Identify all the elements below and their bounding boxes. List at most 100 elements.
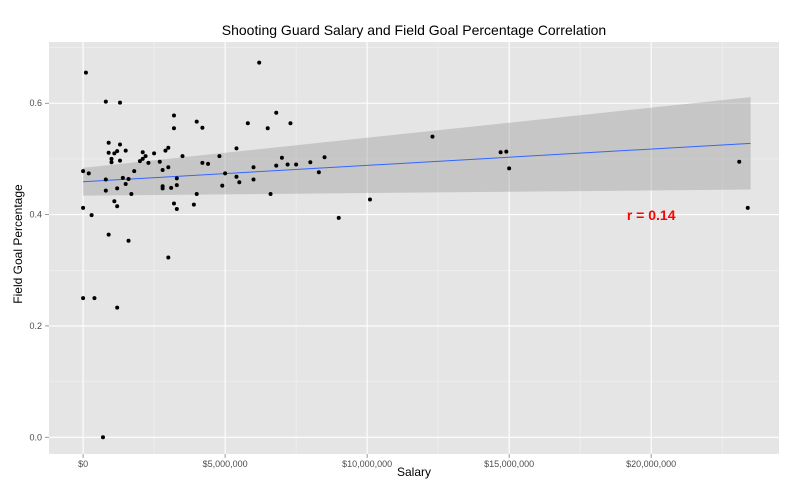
data-point bbox=[106, 150, 111, 155]
y-tick-label: 0.0 bbox=[29, 432, 42, 442]
data-point bbox=[123, 148, 128, 153]
data-point bbox=[265, 126, 270, 131]
data-point bbox=[206, 161, 211, 166]
x-tick-label: $20,000,000 bbox=[626, 459, 676, 469]
plot-panel bbox=[49, 42, 779, 454]
data-point bbox=[336, 215, 341, 220]
data-point bbox=[140, 156, 145, 161]
data-point bbox=[115, 149, 120, 154]
data-point bbox=[106, 232, 111, 237]
data-point bbox=[81, 296, 86, 301]
data-point bbox=[294, 162, 299, 167]
regression-line-layer bbox=[83, 142, 751, 183]
data-point bbox=[174, 183, 179, 188]
data-point bbox=[126, 238, 131, 243]
data-point bbox=[285, 162, 290, 167]
data-point bbox=[132, 169, 137, 174]
data-point bbox=[191, 202, 196, 207]
data-point bbox=[171, 113, 176, 118]
data-point bbox=[174, 207, 179, 212]
data-point bbox=[220, 183, 225, 188]
correlation-annotation: r = 0.14 bbox=[627, 207, 676, 223]
data-point bbox=[89, 213, 94, 218]
data-point bbox=[251, 165, 256, 170]
data-point bbox=[118, 142, 123, 147]
data-point bbox=[234, 174, 239, 179]
data-point bbox=[163, 148, 168, 153]
data-point bbox=[103, 99, 108, 104]
data-point bbox=[507, 166, 512, 171]
data-point bbox=[237, 180, 242, 185]
data-point bbox=[234, 146, 239, 151]
data-point bbox=[118, 100, 123, 105]
major-grid bbox=[49, 42, 779, 454]
data-point bbox=[288, 121, 293, 126]
data-point bbox=[166, 165, 171, 170]
x-tick-label: $10,000,000 bbox=[342, 459, 392, 469]
data-point bbox=[86, 171, 91, 176]
data-point bbox=[737, 159, 742, 164]
data-point bbox=[137, 159, 142, 164]
data-point bbox=[200, 125, 205, 130]
y-tick-label: 0.6 bbox=[29, 98, 42, 108]
data-point bbox=[274, 163, 279, 168]
x-axis-title: Salary bbox=[397, 465, 431, 479]
chart-title: Shooting Guard Salary and Field Goal Per… bbox=[222, 22, 606, 38]
data-point bbox=[160, 168, 165, 173]
data-point bbox=[126, 176, 131, 181]
data-point bbox=[169, 185, 174, 190]
data-point bbox=[498, 150, 503, 155]
x-tick-label: $5,000,000 bbox=[203, 459, 248, 469]
data-point bbox=[180, 154, 185, 159]
data-point bbox=[109, 156, 114, 161]
data-point bbox=[103, 188, 108, 193]
data-point bbox=[166, 145, 171, 150]
data-point bbox=[115, 204, 120, 209]
data-point bbox=[140, 150, 145, 155]
data-point bbox=[81, 169, 86, 174]
data-point bbox=[112, 199, 117, 204]
data-point bbox=[166, 255, 171, 260]
data-point bbox=[274, 110, 279, 115]
points-layer bbox=[81, 60, 750, 440]
data-point bbox=[146, 160, 151, 165]
data-point bbox=[251, 177, 256, 182]
data-point bbox=[123, 181, 128, 186]
data-point bbox=[268, 191, 273, 196]
confidence-band bbox=[83, 97, 751, 196]
minor-grid bbox=[49, 42, 779, 454]
data-point bbox=[279, 155, 284, 160]
data-point bbox=[171, 126, 176, 131]
data-point bbox=[115, 186, 120, 191]
data-point bbox=[430, 134, 435, 139]
data-point bbox=[194, 119, 199, 124]
data-point bbox=[257, 60, 262, 65]
data-point bbox=[322, 155, 327, 160]
data-point bbox=[129, 191, 134, 196]
data-point bbox=[118, 158, 123, 163]
data-point bbox=[100, 435, 105, 440]
data-point bbox=[106, 140, 111, 145]
y-axis-title: Field Goal Percentage bbox=[11, 184, 25, 304]
data-point bbox=[200, 160, 205, 165]
data-point bbox=[103, 177, 108, 182]
data-point bbox=[152, 151, 157, 156]
y-tick-label: 0.4 bbox=[29, 210, 42, 220]
x-tick-label: $15,000,000 bbox=[484, 459, 534, 469]
regression-line bbox=[83, 142, 751, 183]
data-point bbox=[745, 205, 750, 210]
data-point bbox=[157, 159, 162, 164]
data-point bbox=[245, 121, 250, 126]
data-point bbox=[160, 186, 165, 191]
x-axis-ticks: $0 $5,000,000 $10,000,000 $15,000,000 $20,00… bbox=[78, 454, 676, 469]
data-point bbox=[109, 160, 114, 165]
data-point bbox=[316, 170, 321, 175]
data-point bbox=[112, 151, 117, 156]
data-point bbox=[308, 160, 313, 165]
x-tick-label: $0 bbox=[78, 459, 88, 469]
data-point bbox=[115, 305, 120, 310]
data-point bbox=[83, 70, 88, 75]
data-point bbox=[194, 191, 199, 196]
data-point bbox=[223, 171, 228, 176]
